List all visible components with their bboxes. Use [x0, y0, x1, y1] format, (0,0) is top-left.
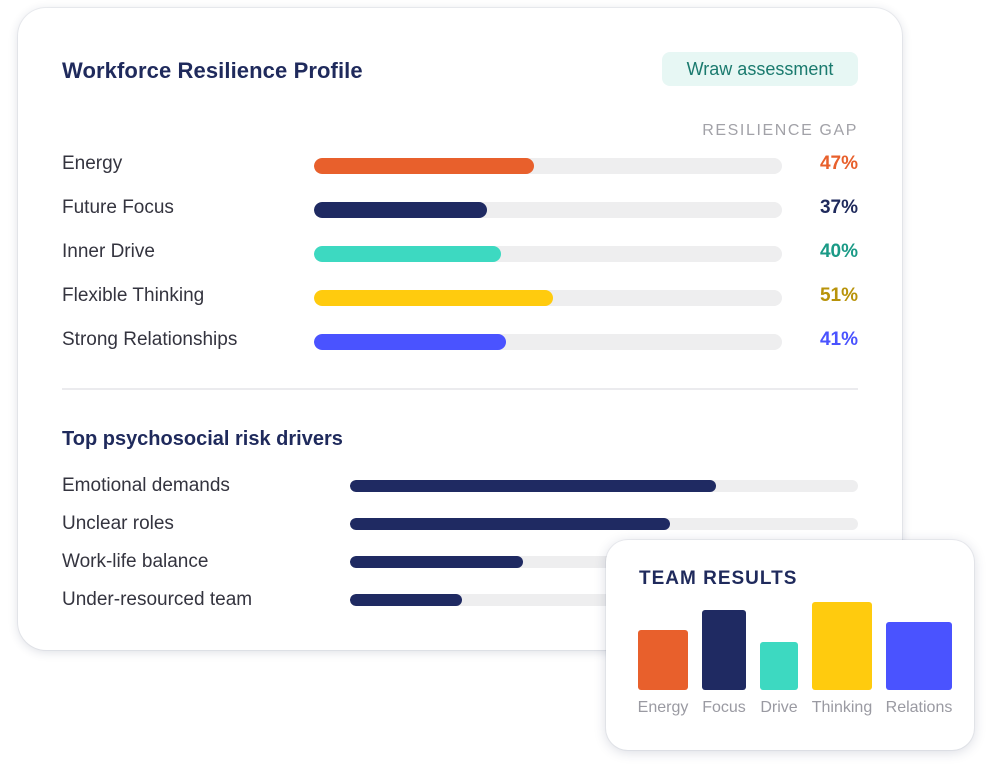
- risk-bar-fill: [350, 480, 716, 492]
- resilience-row-inner-drive: Inner Drive 40%: [62, 238, 858, 268]
- assessment-badge: Wraw assessment: [662, 52, 858, 86]
- resilience-label: Strong Relationships: [62, 329, 238, 350]
- section-divider: [62, 388, 858, 390]
- risk-bar-track: [350, 480, 858, 492]
- resilience-bar-track: [314, 158, 782, 174]
- team-results-title: TEAM RESULTS: [639, 568, 798, 589]
- resilience-row-future-focus: Future Focus 37%: [62, 194, 858, 224]
- team-bar-label: Energy: [638, 699, 689, 716]
- team-bar-label: Relations: [886, 699, 953, 716]
- risk-bar-fill: [350, 556, 523, 568]
- team-bar-drive: [760, 642, 798, 690]
- team-bar-relations: [886, 622, 952, 690]
- team-bar-energy: [638, 630, 688, 690]
- resilience-label: Energy: [62, 153, 123, 174]
- risk-row: Emotional demands: [62, 472, 858, 500]
- resilience-row-flexible-thinking: Flexible Thinking 51%: [62, 282, 858, 312]
- resilience-bar-track: [314, 246, 782, 262]
- resilience-value: 37%: [819, 197, 858, 218]
- resilience-value: 51%: [819, 285, 858, 306]
- risk-label: Unclear roles: [62, 513, 174, 534]
- team-results-chart: Energy Focus Drive Thinking Relations: [638, 602, 953, 716]
- resilience-row-strong-relationships: Strong Relationships 41%: [62, 326, 858, 356]
- risk-row: Unclear roles: [62, 510, 858, 538]
- risk-bar-track: [350, 518, 858, 530]
- risk-drivers-title: Top psychosocial risk drivers: [62, 428, 343, 450]
- resilience-bar-track: [314, 334, 782, 350]
- resilience-bar-track: [314, 290, 782, 306]
- resilience-value: 41%: [819, 329, 858, 350]
- risk-label: Emotional demands: [62, 475, 230, 496]
- team-bar-label: Focus: [702, 699, 746, 716]
- resilience-label: Flexible Thinking: [62, 285, 205, 306]
- resilience-row-energy: Energy 47%: [62, 150, 858, 180]
- risk-bar-fill: [350, 518, 671, 530]
- team-bar-label: Thinking: [812, 699, 872, 716]
- resilience-value: 47%: [819, 153, 858, 174]
- page-title: Workforce Resilience Profile: [62, 58, 363, 83]
- resilience-gap-header: RESILIENCE GAP: [702, 122, 858, 139]
- resilience-label: Future Focus: [62, 197, 174, 218]
- risk-bar-fill: [350, 594, 462, 606]
- resilience-bar-track: [314, 202, 782, 218]
- risk-label: Under-resourced team: [62, 589, 253, 610]
- resilience-bar-fill: [314, 246, 502, 262]
- team-bar-label: Drive: [760, 699, 797, 716]
- resilience-bar-fill: [314, 290, 553, 306]
- resilience-bar-fill: [314, 334, 506, 350]
- risk-label: Work-life balance: [62, 551, 209, 572]
- resilience-label: Inner Drive: [62, 241, 155, 262]
- resilience-bar-fill: [314, 202, 488, 218]
- resilience-bar-fill: [314, 158, 534, 174]
- resilience-value: 40%: [819, 241, 858, 262]
- team-results-card: Energy Focus Drive Thinking Relations TEAM R…: [606, 540, 974, 750]
- team-bar-thinking: [812, 602, 872, 690]
- team-bar-focus: [702, 610, 746, 690]
